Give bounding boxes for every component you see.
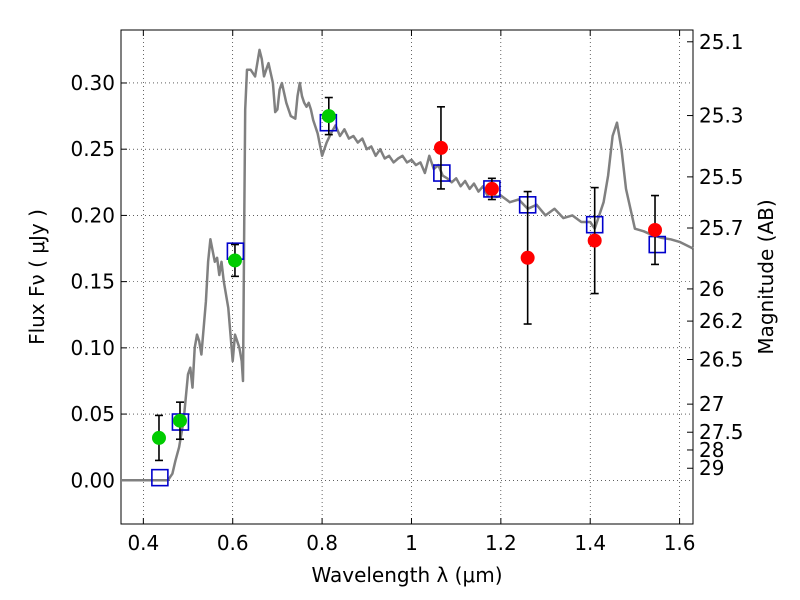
- y-axis-label: Flux Fν ( μJy ): [25, 209, 49, 345]
- plot-frame: [120, 29, 694, 525]
- mag-tick-label: 25.7: [699, 216, 744, 240]
- y-tick-label: 0.15: [70, 270, 115, 294]
- observed-point: [648, 222, 663, 237]
- observed-point: [151, 430, 166, 445]
- x-tick-label: 1: [405, 531, 418, 555]
- x-axis-label: Wavelength λ (μm): [311, 563, 502, 587]
- mag-tick-label: 26.2: [699, 309, 744, 333]
- y-axis-right-label: Magnitude (AB): [754, 199, 778, 354]
- mag-tick-label: 28: [699, 438, 724, 462]
- mag-tick-label: 25.5: [699, 165, 744, 189]
- mag-tick-label: 26: [699, 277, 724, 301]
- x-tick-label: 0.6: [217, 531, 249, 555]
- x-tick-label: 0.4: [127, 531, 159, 555]
- x-tick-label: 1.2: [485, 531, 517, 555]
- y-tick-label: 0.10: [70, 336, 115, 360]
- observed-point: [587, 233, 602, 248]
- y-tick-label: 0.20: [70, 203, 115, 227]
- model-photometry-square: [151, 468, 169, 487]
- x-tick-label: 0.8: [306, 531, 338, 555]
- x-tick-label: 1.4: [574, 531, 606, 555]
- y-axis-left: 0.00 0.05 0.10 0.15 0.20 0.25 0.30: [70, 71, 127, 492]
- mag-tick-label: 27.5: [699, 420, 744, 444]
- y-tick-label: 0.05: [70, 402, 115, 426]
- mag-tick-label: 26.5: [699, 348, 744, 372]
- mag-tick-label: 25.3: [699, 104, 744, 128]
- spectrum-line: [121, 48, 694, 482]
- observed-point: [484, 181, 499, 196]
- y-tick-label: 0.00: [70, 468, 115, 492]
- mag-tick-label: 25.1: [699, 30, 744, 54]
- grid: [121, 30, 693, 524]
- observed-point: [433, 140, 448, 155]
- data-marks: [121, 48, 694, 487]
- mag-tick-label: 27: [699, 392, 724, 416]
- observed-point: [172, 413, 187, 428]
- mag-tick-label: 29: [699, 456, 724, 480]
- y-tick-label: 0.30: [70, 71, 115, 95]
- observed-point: [520, 250, 535, 265]
- y-tick-label: 0.25: [70, 137, 115, 161]
- model-photometry-square: [433, 164, 451, 182]
- observed-point: [227, 253, 242, 268]
- x-tick-label: 1.6: [664, 531, 696, 555]
- x-axis: 0.4 0.6 0.8 1 1.2 1.4 1.6: [127, 30, 696, 555]
- observed-point: [321, 109, 336, 124]
